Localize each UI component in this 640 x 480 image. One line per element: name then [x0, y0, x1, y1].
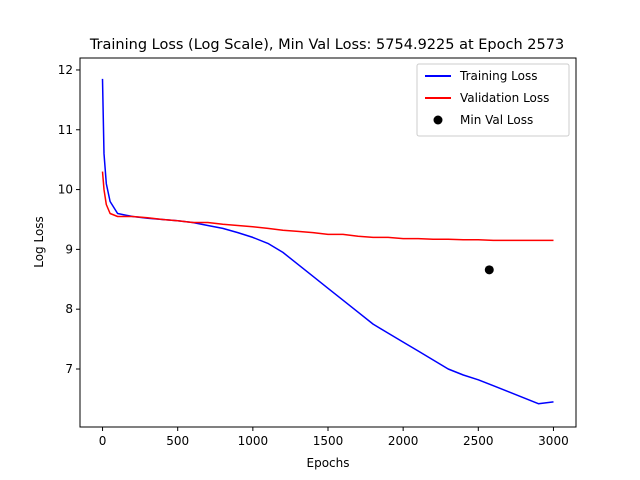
legend-box — [416, 63, 570, 137]
min-val-loss-point — [484, 265, 494, 275]
y-tick-label: 12 — [58, 63, 73, 77]
legend-swatch — [433, 115, 443, 125]
x-tick-label: 500 — [166, 434, 189, 448]
legend-entry: Training Loss — [459, 69, 537, 83]
x-tick-label: 2000 — [388, 434, 419, 448]
y-axis: 7 8 9 10 11 12 — [58, 63, 80, 376]
y-tick-label: 9 — [65, 242, 73, 256]
x-tick-label: 1000 — [238, 434, 269, 448]
chart-title: Training Loss (Log Scale), Min Val Loss:… — [89, 37, 564, 53]
x-tick-label: 3000 — [538, 434, 569, 448]
y-tick-label: 10 — [58, 183, 73, 197]
x-tick-label: 2500 — [463, 434, 494, 448]
legend-entry: Min Val Loss — [460, 113, 533, 127]
validation-loss-line — [101, 171, 554, 242]
x-tick-label: 1500 — [313, 434, 344, 448]
y-tick-label: 11 — [58, 123, 73, 137]
legend-entry: Validation Loss — [460, 91, 549, 105]
y-axis-label: Log Loss — [32, 216, 46, 268]
x-axis-label: Epochs — [307, 456, 350, 470]
x-axis: 0 500 1000 1500 2000 2500 3000 — [99, 427, 569, 448]
series-layer — [101, 78, 554, 405]
y-tick-label: 7 — [65, 362, 73, 376]
x-tick-label: 0 — [99, 434, 107, 448]
y-tick-label: 8 — [65, 302, 73, 316]
legend: Training Loss Validation Loss Min Val Loss — [416, 63, 570, 137]
